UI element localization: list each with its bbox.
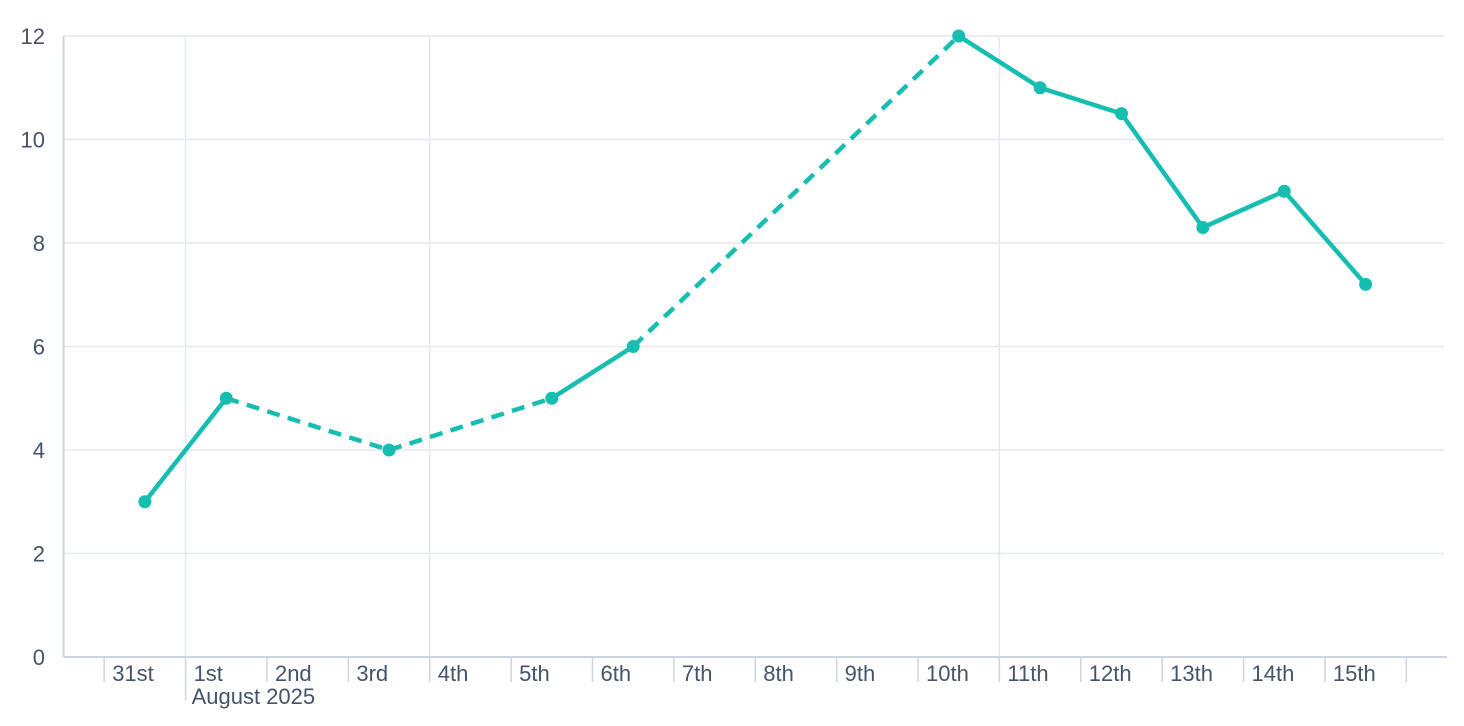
- data-point-marker[interactable]: [1359, 277, 1373, 291]
- series-segment-solid: [1200, 189, 1287, 230]
- data-point-marker[interactable]: [626, 340, 640, 353]
- data-point-marker[interactable]: [219, 391, 233, 405]
- data-point-marker[interactable]: [1033, 81, 1047, 95]
- x-tick-label: 15th: [1333, 661, 1376, 686]
- data-point-marker[interactable]: [952, 29, 966, 43]
- series-segment-dashed: [388, 396, 553, 453]
- x-tick-label: 2nd: [275, 661, 312, 686]
- series-segment-solid: [1281, 189, 1368, 287]
- y-tick-label: 2: [33, 542, 45, 567]
- x-tick-label: 7th: [682, 661, 713, 686]
- data-point-marker[interactable]: [545, 391, 559, 405]
- x-tick-label: 5th: [519, 661, 550, 686]
- series-segment-solid: [142, 396, 229, 504]
- series-segment-dashed: [225, 396, 390, 453]
- x-tick-label: 1st: [194, 661, 223, 686]
- series-segment-dashed: [631, 34, 961, 349]
- x-tick-label: 6th: [600, 661, 631, 686]
- y-tick-label: 4: [33, 438, 45, 463]
- x-tick-label: 9th: [845, 661, 876, 686]
- x-tick-label: 12th: [1089, 661, 1132, 686]
- series-segment-solid: [1037, 85, 1124, 116]
- y-tick-label: 12: [21, 24, 45, 49]
- data-point-marker[interactable]: [382, 443, 396, 457]
- x-tick-label: 13th: [1170, 661, 1213, 686]
- series-segment-solid: [1119, 111, 1206, 230]
- x-tick-label: 8th: [763, 661, 794, 686]
- x-tick-label: 4th: [438, 661, 469, 686]
- x-tick-label: 14th: [1252, 661, 1295, 686]
- data-point-marker[interactable]: [1277, 184, 1291, 198]
- y-tick-label: 6: [33, 335, 45, 360]
- data-point-marker[interactable]: [1196, 220, 1210, 234]
- series-segment-solid: [956, 33, 1043, 90]
- data-point-marker[interactable]: [1114, 107, 1128, 121]
- x-tick-label: 10th: [926, 661, 969, 686]
- x-tick-label: 31st: [112, 661, 154, 686]
- y-tick-label: 8: [33, 231, 45, 256]
- y-tick-label: 0: [33, 645, 45, 670]
- series-segment-solid: [549, 344, 636, 401]
- x-tick-label: 3rd: [356, 661, 388, 686]
- data-point-marker[interactable]: [138, 495, 152, 509]
- x-tick-label: 11th: [1007, 661, 1048, 686]
- x-axis-month-label: August 2025: [192, 684, 316, 709]
- y-tick-label: 10: [21, 128, 45, 153]
